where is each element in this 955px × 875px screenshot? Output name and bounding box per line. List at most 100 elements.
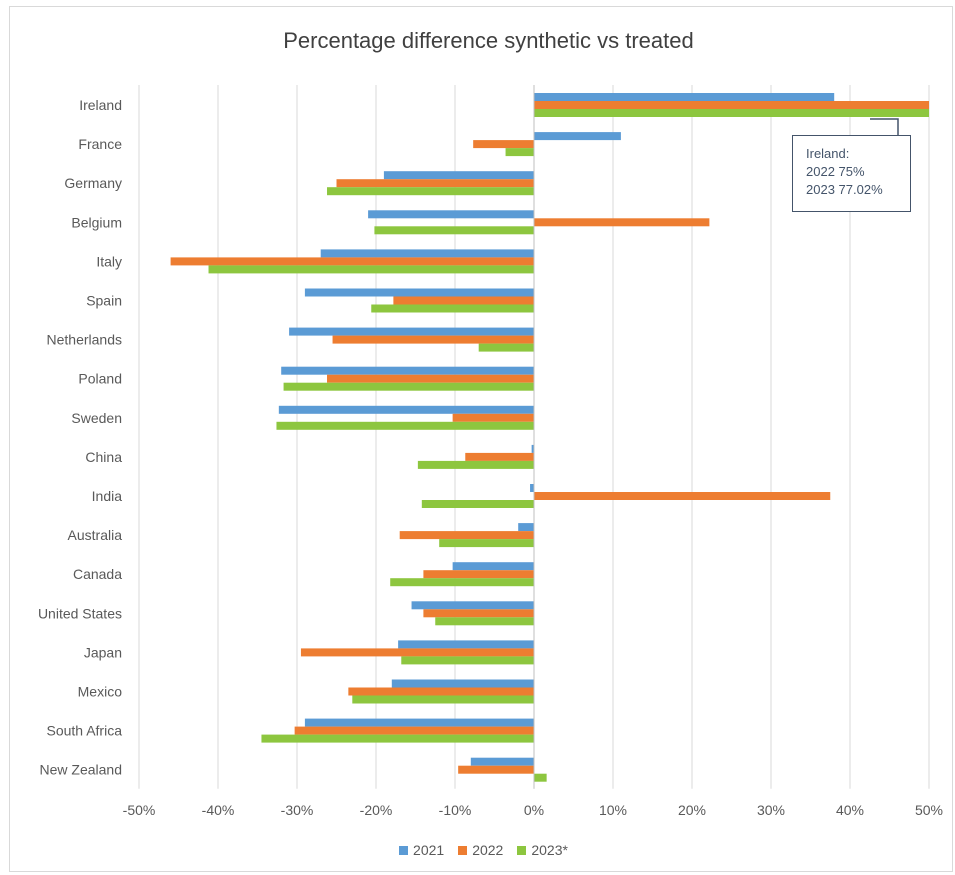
bar-2023-japan xyxy=(401,656,534,665)
category-label: Australia xyxy=(68,527,123,543)
legend-item-2022: 2022 xyxy=(458,842,503,858)
category-label: China xyxy=(85,449,122,465)
legend-item-2021: 2021 xyxy=(399,842,444,858)
bar-2022-china xyxy=(465,452,534,461)
bar-2022-united-states xyxy=(423,609,534,618)
bar-2023-germany xyxy=(327,187,534,196)
bar-2023-ireland xyxy=(534,109,929,117)
bar-2023-canada xyxy=(390,578,534,587)
bar-2021-china xyxy=(531,444,534,453)
bar-2021-japan xyxy=(398,640,534,649)
callout-line-2: 2022 75% xyxy=(806,164,865,179)
bar-2023-new-zealand xyxy=(534,773,547,782)
bar-2023-united-states xyxy=(435,617,534,626)
x-tick-label: 20% xyxy=(678,802,706,818)
x-tick-label: -50% xyxy=(123,802,156,818)
bar-2023-mexico xyxy=(352,695,534,704)
callout-line-3: 2023 77.02% xyxy=(806,182,883,197)
category-label: New Zealand xyxy=(40,762,123,778)
x-tick-label: 10% xyxy=(599,802,627,818)
category-label: Canada xyxy=(73,566,122,582)
x-tick-label: -10% xyxy=(439,802,472,818)
bar-2022-spain xyxy=(393,296,534,305)
x-tick-label: -40% xyxy=(202,802,235,818)
bar-2022-italy xyxy=(170,257,534,266)
bar-2023-china xyxy=(417,460,534,469)
category-label: Ireland xyxy=(79,97,122,113)
bar-2021-new-zealand xyxy=(470,757,534,766)
category-label: India xyxy=(92,488,123,504)
bar-2021-canada xyxy=(452,562,534,571)
bar-2021-united-states xyxy=(411,601,534,610)
bar-2022-new-zealand xyxy=(458,765,534,774)
category-label: Spain xyxy=(86,293,122,309)
category-label: Poland xyxy=(78,371,122,387)
bar-2023-belgium xyxy=(374,226,534,235)
ireland-callout: Ireland: 2022 75% 2023 77.02% xyxy=(792,135,911,212)
category-label: Belgium xyxy=(71,214,122,230)
x-tick-label: -30% xyxy=(281,802,314,818)
bar-2022-sweden xyxy=(452,413,534,422)
category-label: Germany xyxy=(64,175,122,191)
bar-2021-poland xyxy=(281,366,534,375)
bar-2022-france xyxy=(473,140,534,149)
bar-2023-india xyxy=(421,500,534,508)
bar-2021-south-africa xyxy=(304,718,534,727)
bar-2021-germany xyxy=(383,171,534,180)
bar-2021-australia xyxy=(518,523,534,532)
x-tick-label: -20% xyxy=(360,802,393,818)
category-label: Italy xyxy=(96,253,122,269)
bar-2022-india xyxy=(534,492,831,500)
chart-legend: 2021 2022 2023* xyxy=(0,842,955,858)
bar-2022-mexico xyxy=(348,687,534,696)
bar-2021-ireland xyxy=(534,93,835,101)
bar-2023-italy xyxy=(208,265,534,274)
callout-line-1: Ireland: xyxy=(806,146,850,161)
legend-swatch-2023 xyxy=(517,845,527,855)
bar-2023-australia xyxy=(439,539,534,548)
legend-swatch-2021 xyxy=(399,845,409,855)
category-label: Netherlands xyxy=(47,332,123,348)
x-tick-label: 40% xyxy=(836,802,864,818)
bar-2021-mexico xyxy=(391,679,534,688)
callout-leader xyxy=(870,118,899,135)
category-label: Sweden xyxy=(71,410,122,426)
bar-2023-sweden xyxy=(276,421,534,430)
bar-2022-belgium xyxy=(534,218,710,227)
bar-2023-south-africa xyxy=(261,734,534,743)
bar-2023-spain xyxy=(371,304,534,313)
legend-label-2021: 2021 xyxy=(413,842,445,858)
legend-label-2022: 2022 xyxy=(472,842,504,858)
bar-2021-france xyxy=(534,132,621,141)
bar-2022-canada xyxy=(423,570,534,579)
bar-2021-italy xyxy=(320,249,534,258)
category-label: France xyxy=(78,136,122,152)
x-tick-label: 50% xyxy=(915,802,943,818)
bar-2021-spain xyxy=(304,288,534,297)
bar-2021-netherlands xyxy=(289,327,534,336)
bar-2021-sweden xyxy=(278,405,534,414)
bar-2022-south-africa xyxy=(294,726,534,735)
x-tick-label: 0% xyxy=(524,802,544,818)
bar-2022-japan xyxy=(300,648,534,657)
bar-2022-poland xyxy=(327,374,534,383)
bar-2022-ireland xyxy=(534,101,929,109)
legend-label-2023: 2023* xyxy=(531,842,568,858)
category-label: United States xyxy=(38,605,122,621)
legend-item-2023: 2023* xyxy=(517,842,568,858)
bar-2023-france xyxy=(505,148,534,157)
category-label: Mexico xyxy=(78,684,123,700)
chart-title: Percentage difference synthetic vs treat… xyxy=(283,28,694,53)
bar-2022-australia xyxy=(399,531,534,540)
bar-2022-netherlands xyxy=(332,335,534,344)
bar-2022-germany xyxy=(336,179,534,188)
bar-2023-poland xyxy=(283,382,534,391)
category-label: South Africa xyxy=(47,723,123,739)
bar-2023-netherlands xyxy=(478,343,534,352)
bar-2021-india xyxy=(530,484,534,492)
category-label: Japan xyxy=(84,644,122,660)
bar-2021-belgium xyxy=(368,210,534,219)
legend-swatch-2022 xyxy=(458,845,468,855)
x-tick-label: 30% xyxy=(757,802,785,818)
